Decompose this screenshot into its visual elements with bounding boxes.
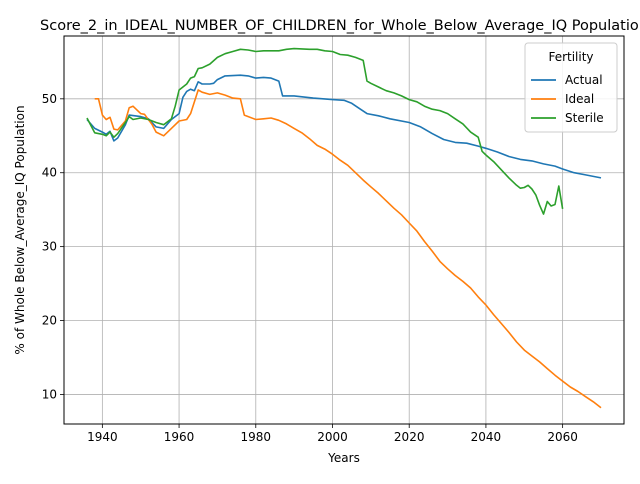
legend-label-ideal: Ideal <box>565 92 594 106</box>
legend: Fertility Actual Ideal Sterile <box>524 42 618 133</box>
legend-box <box>524 42 618 133</box>
grid <box>64 36 624 424</box>
x-tick-label: 1960 <box>164 430 195 444</box>
series-line-actual <box>86 74 602 179</box>
y-tick-label: 30 <box>42 240 57 254</box>
legend-items: Actual Ideal Sterile <box>531 73 604 125</box>
series-lines <box>86 47 602 409</box>
series-line-ideal <box>94 89 602 409</box>
x-tick-label: 1940 <box>87 430 118 444</box>
y-axis-label: % of Whole Below_Average_IQ Population <box>13 105 27 354</box>
series-line-sterile <box>86 47 564 215</box>
plot-frame <box>63 35 625 425</box>
x-tick-label: 2060 <box>547 430 578 444</box>
chart-title: Score_2_in_IDEAL_NUMBER_OF_CHILDREN_for_… <box>40 18 640 34</box>
y-axis-ticks: 10 20 30 40 50 <box>42 92 64 401</box>
legend-label-actual: Actual <box>565 73 603 87</box>
x-axis-label: Years <box>327 451 360 465</box>
x-tick-label: 2000 <box>317 430 348 444</box>
legend-label-sterile: Sterile <box>565 111 604 125</box>
x-axis-ticks: 1940 1960 1980 2000 2020 2040 2060 <box>87 424 578 444</box>
y-tick-label: 20 <box>42 314 57 328</box>
y-tick-label: 40 <box>42 166 57 180</box>
x-tick-label: 1980 <box>241 430 272 444</box>
x-tick-label: 2040 <box>471 430 502 444</box>
legend-title: Fertility <box>548 50 593 64</box>
y-tick-label: 50 <box>42 92 57 106</box>
y-tick-label: 10 <box>42 387 57 401</box>
x-tick-label: 2020 <box>394 430 425 444</box>
